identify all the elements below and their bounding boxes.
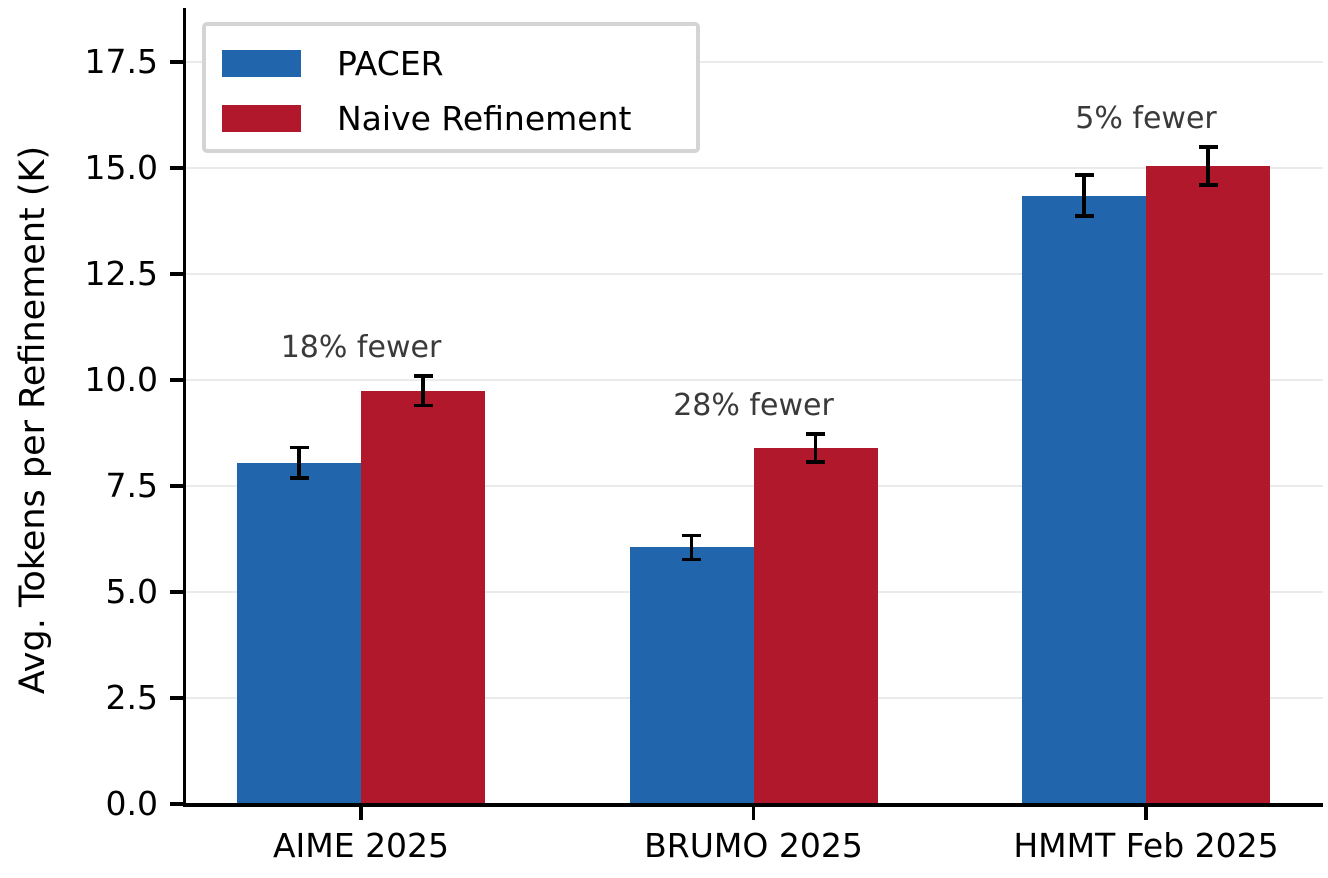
error-bar-cap-bottom [1074, 214, 1094, 218]
legend-label: Naive Refinement [337, 99, 632, 138]
y-tick-label: 10.0 [84, 360, 158, 399]
legend-swatch-pacer [222, 50, 301, 77]
bar-naive-refinement-aime-2025 [361, 390, 485, 805]
error-bar-cap-bottom [682, 557, 701, 562]
y-tick-mark [170, 802, 186, 806]
legend: PACER Naive Refinement [202, 22, 700, 153]
y-axis-title: Avg. Tokens per Refinement (K) [13, 145, 53, 695]
annotation-brumo-2025: 28% fewer [673, 387, 834, 423]
x-tick-mark [359, 804, 363, 820]
y-tick-mark [170, 590, 186, 594]
y-tick-label: 17.5 [84, 42, 158, 81]
error-bar-line [813, 433, 818, 462]
y-tick-mark [170, 166, 186, 170]
gridline [186, 167, 1323, 169]
error-bar-cap-bottom [289, 476, 309, 480]
error-bar-line [1206, 146, 1210, 185]
bar-naive-refinement-brumo-2025 [753, 447, 878, 805]
x-tick-label-aime-2025: AIME 2025 [272, 826, 450, 865]
y-tick-mark [170, 484, 186, 488]
annotation-hmmt-feb-2025: 5% fewer [1075, 100, 1217, 136]
y-tick-mark [170, 696, 186, 700]
bar-pacer-aime-2025 [237, 462, 361, 805]
x-axis-spine [182, 803, 1323, 807]
error-bar-cap-top [413, 374, 433, 378]
bar-naive-refinement-hmmt-feb-2025 [1146, 165, 1270, 805]
error-bar-line [421, 375, 425, 406]
error-bar-cap-top [289, 445, 309, 450]
error-bar-cap-top [806, 432, 825, 436]
x-tick-label-brumo-2025: BRUMO 2025 [644, 826, 863, 865]
y-axis-spine [182, 8, 186, 807]
error-bar-cap-top [1198, 145, 1218, 149]
gridline [186, 61, 1323, 63]
error-bar-line [1082, 175, 1086, 216]
legend-item-naive-refinement: Naive Refinement [222, 91, 696, 146]
gridline [186, 379, 1323, 381]
y-tick-label: 5.0 [105, 572, 158, 611]
y-tick-label: 12.5 [84, 254, 158, 293]
error-bar-cap-top [682, 533, 701, 538]
x-tick-mark [751, 804, 756, 820]
y-tick-mark [170, 378, 186, 382]
legend-swatch-naive-refinement [222, 105, 301, 132]
y-tick-label: 15.0 [84, 148, 158, 187]
bar-pacer-hmmt-feb-2025 [1022, 195, 1146, 805]
x-tick-label-hmmt-feb-2025: HMMT Feb 2025 [1013, 826, 1279, 865]
y-tick-label: 7.5 [105, 466, 158, 505]
legend-label: PACER [337, 44, 444, 83]
error-bar-cap-bottom [413, 403, 433, 408]
gridline [186, 273, 1323, 275]
legend-item-pacer: PACER [222, 36, 696, 91]
annotation-aime-2025: 18% fewer [280, 329, 442, 365]
x-tick-mark [1144, 804, 1148, 820]
y-tick-mark [170, 60, 186, 64]
y-tick-label: 0.0 [105, 784, 158, 823]
y-tick-label: 2.5 [105, 678, 158, 717]
bar-pacer-brumo-2025 [629, 547, 754, 805]
error-bar-line [297, 447, 301, 478]
error-bar-line [689, 535, 694, 560]
error-bar-cap-bottom [806, 460, 825, 464]
error-bar-cap-top [1074, 173, 1094, 177]
y-tick-mark [170, 272, 186, 276]
error-bar-cap-bottom [1198, 183, 1218, 187]
